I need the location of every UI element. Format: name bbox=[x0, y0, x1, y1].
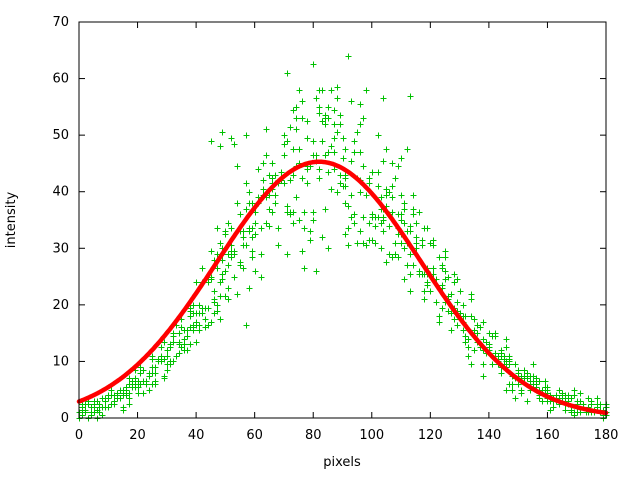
plot-border bbox=[78, 21, 607, 419]
x-axis-ticks: 0 20 40 60 80 100 120 140 160 180 bbox=[75, 22, 619, 443]
x-tick-label: 60 bbox=[246, 428, 263, 443]
gaussian-fit-line bbox=[76, 159, 609, 416]
y-tick-label: 0 bbox=[61, 411, 69, 426]
y-tick-label: 20 bbox=[52, 298, 69, 313]
y-tick-label: 10 bbox=[52, 354, 69, 369]
x-tick-label: 0 bbox=[75, 428, 83, 443]
y-tick-label: 30 bbox=[52, 241, 69, 256]
x-tick-label: 100 bbox=[359, 428, 384, 443]
x-tick-label: 140 bbox=[476, 428, 501, 443]
y-axis-label: intensity bbox=[4, 192, 19, 249]
x-tick-label: 80 bbox=[305, 428, 322, 443]
y-tick-label: 50 bbox=[52, 128, 69, 143]
y-tick-label: 70 bbox=[52, 15, 69, 30]
y-axis-ticks: 0 10 20 30 40 50 60 70 bbox=[52, 15, 606, 426]
y-tick-label: 60 bbox=[52, 72, 69, 87]
x-tick-label: 160 bbox=[535, 428, 560, 443]
x-tick-label: 40 bbox=[188, 428, 205, 443]
y-tick-label: 40 bbox=[52, 185, 69, 200]
x-tick-label: 20 bbox=[129, 428, 146, 443]
plot-frame bbox=[78, 21, 607, 419]
x-tick-label: 180 bbox=[594, 428, 619, 443]
fit-curve-series bbox=[76, 159, 609, 416]
x-tick-label: 120 bbox=[418, 428, 443, 443]
x-axis-label: pixels bbox=[323, 455, 361, 470]
